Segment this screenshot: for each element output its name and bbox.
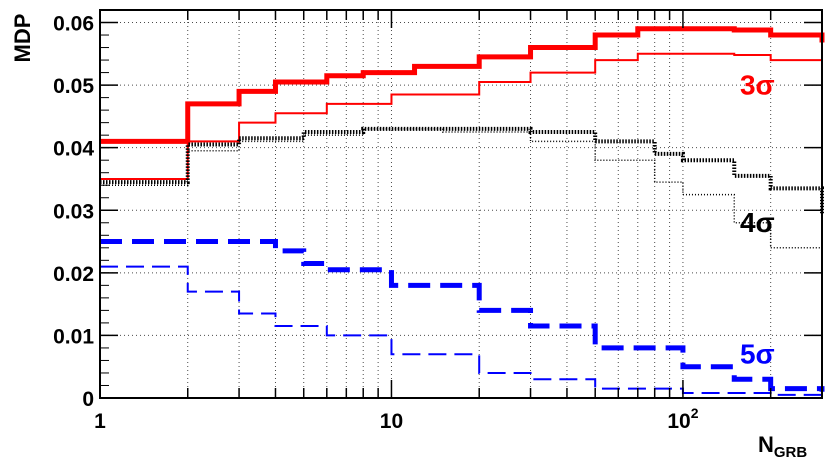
- y-tick-label: 0.05: [53, 75, 94, 98]
- tick-labels: 0 0.01 0.02 0.03 0.04 0.05 0.06 1 10 102: [53, 13, 699, 433]
- y-tick-label: 0: [82, 388, 94, 411]
- y-tick-label: 0.04: [53, 138, 94, 161]
- y-axis-label: MDP: [10, 14, 35, 63]
- x-axis-label-main: N: [758, 432, 774, 457]
- x-tick-label: 1: [94, 410, 106, 433]
- y-tick-label: 0.03: [53, 200, 94, 223]
- x-axis-label: NGRB: [758, 432, 807, 461]
- series-3sigma_thin: [100, 52, 823, 180]
- sigma-annotations: 3σ 4σ 5σ: [740, 69, 775, 369]
- x-tick-label: 10: [380, 410, 403, 433]
- y-tick-label: 0.06: [53, 13, 94, 36]
- sigma-label: 3σ: [740, 69, 775, 100]
- series-4sigma_thin: [100, 128, 823, 280]
- plot-frame: [99, 9, 823, 399]
- series-4sigma_thick: [100, 126, 824, 214]
- x-axis-label-sub: GRB: [774, 444, 808, 461]
- series-lines: [100, 26, 825, 396]
- sigma-label: 4σ: [740, 207, 775, 238]
- series-3sigma_thick: [100, 26, 825, 144]
- sigma-label: 5σ: [740, 339, 775, 370]
- x-tick-label: 102: [667, 405, 698, 433]
- axis-ticks: [99, 9, 823, 399]
- series-5sigma_thick: [100, 239, 825, 392]
- x-tick-label-exponent: 2: [691, 405, 699, 421]
- y-tick-label: 0.01: [53, 325, 94, 348]
- y-tick-label: 0.02: [53, 263, 94, 286]
